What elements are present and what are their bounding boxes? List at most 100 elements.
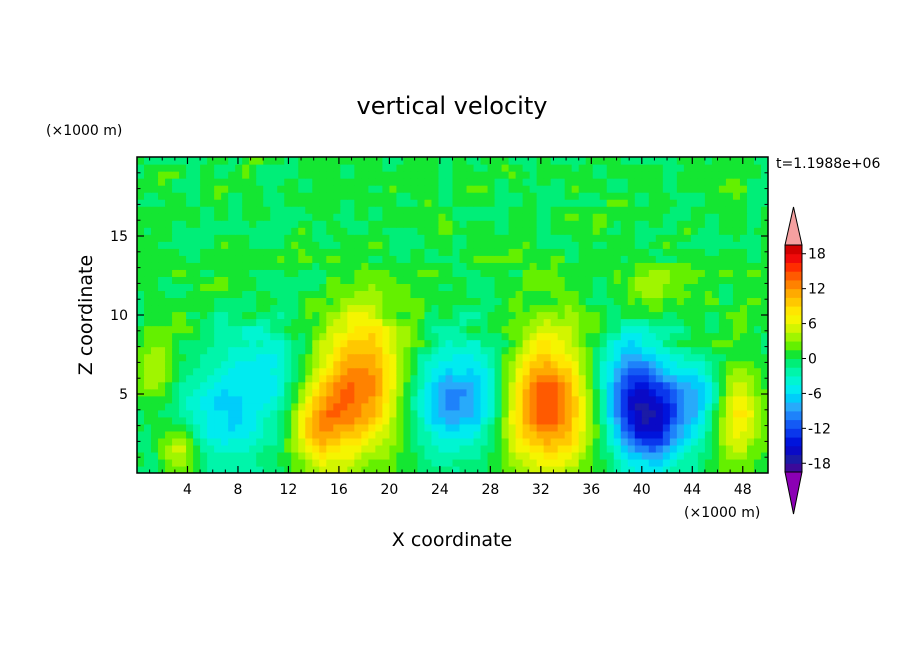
field-cell [312, 164, 320, 172]
field-cell [235, 234, 243, 242]
field-cell [550, 444, 559, 453]
field-cell [571, 395, 580, 404]
field-cell [515, 409, 524, 418]
field-cell [452, 234, 461, 242]
field-cell [641, 178, 650, 186]
field-cell [718, 192, 727, 200]
field-cell [599, 465, 608, 473]
field-cell [403, 437, 412, 446]
field-cell [256, 241, 264, 249]
field-cell [368, 262, 376, 270]
field-cell [641, 192, 650, 200]
field-cell [340, 451, 348, 460]
field-cell [277, 234, 285, 242]
field-cell [690, 325, 699, 334]
field-cell [193, 220, 201, 228]
field-cell [319, 206, 327, 214]
field-cell [753, 297, 762, 306]
field-cell [564, 157, 573, 165]
field-cell [690, 360, 699, 369]
field-cell [760, 157, 768, 165]
field-cell [641, 213, 650, 221]
field-cell [753, 206, 762, 214]
field-cell [340, 255, 348, 263]
field-cell [536, 325, 545, 334]
field-cell [648, 297, 657, 306]
field-cell [277, 199, 285, 207]
field-cell [592, 241, 601, 249]
field-cell [473, 416, 482, 425]
field-cell [417, 416, 426, 425]
field-cell [683, 416, 692, 425]
field-cell [459, 346, 468, 355]
field-cell [494, 318, 503, 327]
field-cell [557, 185, 566, 193]
field-cell [305, 248, 313, 256]
field-cell [613, 213, 622, 221]
field-cell [172, 192, 180, 200]
x-tick-label: 20 [380, 482, 398, 498]
field-cell [704, 164, 713, 172]
field-cell [389, 458, 398, 467]
field-cell [151, 276, 159, 284]
field-cell [207, 290, 215, 299]
field-cell [690, 353, 699, 362]
field-cell [298, 360, 306, 369]
field-cell [312, 325, 320, 334]
field-cell [445, 325, 454, 334]
field-cell [571, 465, 580, 473]
field-cell [452, 402, 461, 411]
field-cell [158, 297, 166, 306]
field-cell [200, 297, 208, 306]
field-cell [347, 388, 355, 397]
field-cell [270, 353, 278, 362]
field-cell [186, 423, 194, 432]
field-cell [452, 276, 461, 284]
field-cell [578, 465, 587, 473]
field-cell [228, 199, 236, 207]
field-cell [725, 318, 734, 327]
field-cell [599, 178, 608, 186]
field-cell [340, 458, 348, 467]
field-cell [256, 304, 264, 313]
field-cell [585, 227, 594, 235]
field-cell [179, 157, 187, 165]
field-cell [172, 290, 180, 299]
field-cell [242, 360, 250, 369]
field-cell [368, 332, 376, 341]
field-cell [508, 409, 517, 418]
field-cell [732, 248, 741, 256]
field-cell [312, 199, 320, 207]
field-cell [347, 192, 355, 200]
field-cell [508, 255, 517, 263]
field-cell [550, 465, 559, 473]
field-cell [536, 255, 545, 263]
field-cell [473, 409, 482, 418]
field-cell [585, 220, 594, 228]
field-cell [494, 409, 503, 418]
field-cell [172, 381, 180, 390]
field-cell [550, 381, 559, 390]
field-cell [676, 276, 685, 284]
field-cell [242, 465, 250, 473]
field-cell [165, 381, 173, 390]
field-cell [704, 171, 713, 179]
field-cell [270, 164, 278, 172]
field-cell [697, 402, 706, 411]
field-cell [522, 213, 531, 221]
field-cell [298, 346, 306, 355]
field-cell [753, 451, 762, 460]
field-cell [578, 304, 587, 313]
field-cell [508, 185, 517, 193]
field-cell [746, 227, 755, 235]
field-cell [620, 213, 629, 221]
field-cell [445, 409, 454, 418]
field-cell [501, 248, 510, 256]
field-cell [697, 318, 706, 327]
field-cell [655, 332, 664, 341]
field-cell [704, 360, 713, 369]
field-cell [648, 360, 657, 369]
field-cell [403, 339, 412, 348]
field-cell [249, 416, 257, 425]
field-cell [725, 423, 734, 432]
